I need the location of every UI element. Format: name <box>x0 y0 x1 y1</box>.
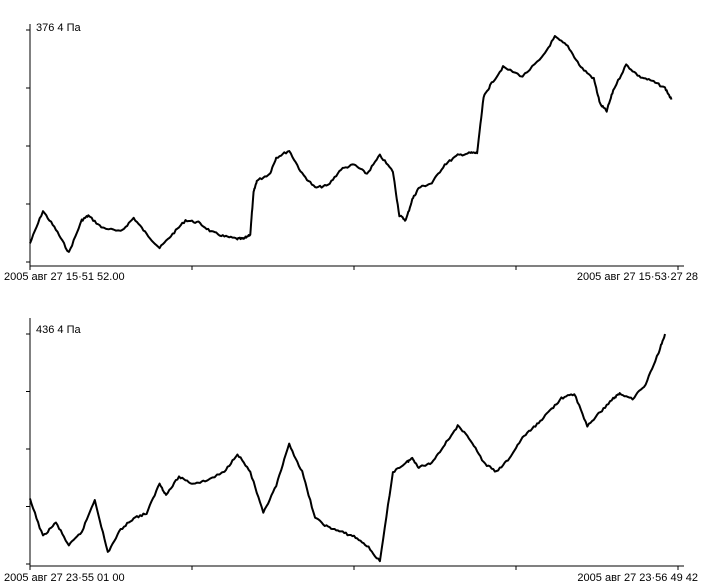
series-line <box>29 333 666 563</box>
x-start-label: 2005 авг 27 23·55 01 00 <box>4 572 125 584</box>
chart-panel-1: 376 4 Па 2005 авг 27 15·51 52.00 2005 ав… <box>4 22 698 283</box>
chart-panel-2: 436 4 Па 2005 авг 27 23·55 01 00 2005 ав… <box>4 318 698 584</box>
series-line <box>29 35 673 253</box>
x-end-label: 2005 авг 27 23·56 49 42 <box>577 572 698 584</box>
y-ticks <box>26 29 30 263</box>
x-end-label: 2005 авг 27 15·53·27 28 <box>577 271 698 283</box>
y-axis-label: 376 4 Па <box>36 22 81 34</box>
x-ticks <box>29 566 679 570</box>
y-ticks <box>26 333 30 565</box>
y-axis-label: 436 4 Па <box>36 324 81 336</box>
x-start-label: 2005 авг 27 15·51 52.00 <box>4 271 125 283</box>
x-ticks <box>29 266 679 270</box>
